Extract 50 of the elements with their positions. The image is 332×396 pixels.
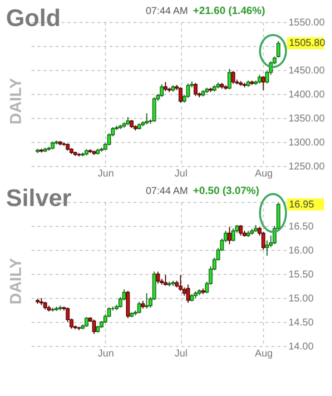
- y-tick-label: 15.50: [288, 270, 314, 280]
- chart-title: Silver: [6, 185, 72, 212]
- candlestick: [126, 290, 130, 319]
- y-tick-label: 14.50: [288, 318, 314, 328]
- text: +0.50 (3.07%): [193, 185, 260, 197]
- y-tick-label: 14.00: [288, 342, 314, 352]
- y-axis-title: DAILY: [8, 258, 25, 304]
- candlestick: [228, 226, 232, 245]
- candlestick: [186, 82, 190, 98]
- x-tick-label: Jun: [98, 348, 114, 360]
- candlestick: [137, 301, 142, 314]
- y-tick-label: 1350.00: [288, 114, 326, 124]
- candlestick: [238, 224, 243, 236]
- x-tick-label: Aug: [254, 348, 273, 360]
- candlestick: [152, 96, 156, 122]
- candlestick: [84, 316, 88, 328]
- y-tick-label: 1550.00: [288, 18, 326, 28]
- candlestick: [160, 84, 164, 98]
- candlestick: [228, 68, 232, 90]
- y-tick-label: 16.50: [288, 222, 314, 232]
- x-tick-label: Aug: [254, 168, 273, 180]
- candlestick: [178, 274, 182, 292]
- y-tick-label: 1450.00: [288, 66, 326, 76]
- candlestick: [144, 112, 149, 125]
- y-tick-label: 16.00: [288, 246, 314, 256]
- candlestick: [164, 274, 168, 286]
- x-tick-label: Jul: [174, 348, 188, 360]
- candlestick: [265, 240, 269, 256]
- y-tick-label: 1400.00: [288, 90, 326, 100]
- candlestick: [92, 319, 96, 334]
- candlestick: [231, 70, 236, 84]
- text: 16.95: [289, 199, 314, 210]
- y-tick-label: 1250.00: [288, 162, 326, 172]
- x-tick-label: Jun: [98, 168, 114, 180]
- candlestick: [261, 76, 266, 91]
- x-tick-label: Jul: [174, 168, 188, 180]
- candlestick: [186, 284, 190, 304]
- y-tick-label: 1300.00: [288, 138, 326, 148]
- candlestick: [231, 228, 236, 242]
- candlestick: [178, 86, 182, 104]
- text: +21.60 (1.46%): [193, 5, 266, 17]
- text: 07:44 AM: [146, 186, 188, 197]
- candlestick: [194, 82, 198, 96]
- text: 07:44 AM: [146, 6, 188, 17]
- y-tick-label: 15.00: [288, 294, 314, 304]
- candlestick: [261, 231, 266, 250]
- candlestick: [156, 271, 160, 284]
- y-axis-title: DAILY: [8, 78, 25, 124]
- candlestick: [164, 82, 168, 92]
- chart-title: Gold: [6, 5, 61, 32]
